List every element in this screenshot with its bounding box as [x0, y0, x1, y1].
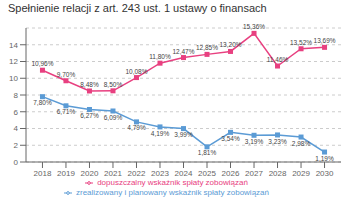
svg-text:2: 2 — [14, 141, 19, 150]
svg-text:3,19%: 3,19% — [245, 138, 264, 145]
svg-text:12,85%: 12,85% — [196, 44, 218, 51]
svg-text:2026: 2026 — [222, 169, 240, 178]
svg-text:9,70%: 9,70% — [57, 71, 76, 78]
svg-text:2019: 2019 — [57, 169, 75, 178]
svg-text:2030: 2030 — [316, 169, 334, 178]
svg-text:0: 0 — [14, 158, 19, 167]
html-text:zrealizowany i planowany wskaź: zrealizowany i planowany wskaźnik spłaty… — [76, 188, 269, 197]
svg-text:6,09%: 6,09% — [104, 114, 123, 121]
svg-text:13,52%: 13,52% — [290, 39, 312, 46]
svg-text:15,36%: 15,36% — [243, 23, 265, 30]
svg-text:11,46%: 11,46% — [267, 56, 289, 63]
svg-text:2029: 2029 — [292, 169, 310, 178]
svg-text:8,48%: 8,48% — [80, 81, 99, 88]
svg-text:6,71%: 6,71% — [57, 108, 76, 115]
svg-text:2027: 2027 — [245, 169, 263, 178]
svg-text:2021: 2021 — [104, 169, 122, 178]
svg-text:4: 4 — [14, 124, 19, 133]
svg-text:6: 6 — [14, 108, 19, 117]
html-text:dopuszczalny wskaźnik spłaty z: dopuszczalny wskaźnik spłaty zobowiązań — [97, 178, 248, 187]
svg-text:1,19%: 1,19% — [315, 155, 334, 162]
svg-text:13,20%: 13,20% — [219, 41, 241, 48]
svg-text:10,08%: 10,08% — [125, 68, 147, 75]
svg-text:3,23%: 3,23% — [268, 138, 287, 145]
svg-text:12,47%: 12,47% — [172, 48, 194, 55]
svg-text:2025: 2025 — [198, 169, 216, 178]
svg-text:6,27%: 6,27% — [80, 112, 99, 119]
svg-text:2023: 2023 — [151, 169, 169, 178]
html-text:Spełnienie relacji z art. 243: Spełnienie relacji z art. 243 ust. 1 ust… — [8, 2, 267, 14]
svg-text:7,80%: 7,80% — [33, 99, 52, 106]
svg-text:14: 14 — [9, 41, 18, 50]
svg-text:12: 12 — [9, 57, 18, 66]
svg-text:11,80%: 11,80% — [149, 53, 171, 60]
svg-text:2022: 2022 — [128, 169, 146, 178]
svg-text:2028: 2028 — [269, 169, 287, 178]
svg-text:3,99%: 3,99% — [174, 131, 193, 138]
svg-text:8,50%: 8,50% — [104, 81, 123, 88]
svg-text:2024: 2024 — [175, 169, 193, 178]
svg-text:1,81%: 1,81% — [198, 149, 217, 156]
svg-text:2018: 2018 — [34, 169, 52, 178]
svg-text:2,98%: 2,98% — [292, 140, 311, 147]
svg-text:13,69%: 13,69% — [314, 37, 336, 44]
svg-text:4,19%: 4,19% — [151, 130, 170, 137]
svg-text:10: 10 — [9, 74, 18, 83]
svg-text:2020: 2020 — [81, 169, 99, 178]
svg-text:3,54%: 3,54% — [221, 135, 240, 142]
svg-text:4,79%: 4,79% — [127, 124, 146, 131]
svg-text:10,96%: 10,96% — [31, 60, 53, 67]
svg-text:8: 8 — [14, 91, 19, 100]
